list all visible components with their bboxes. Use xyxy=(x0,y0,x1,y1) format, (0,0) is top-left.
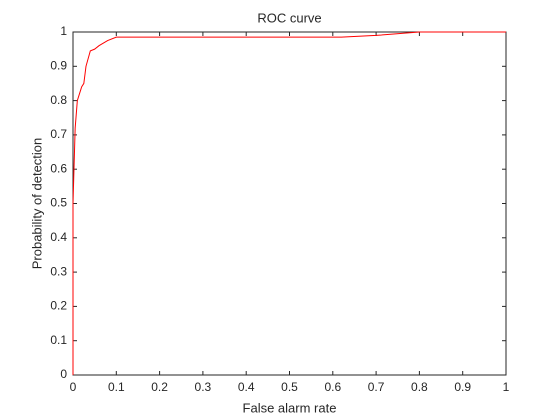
y-tick-label: 0.1 xyxy=(50,333,67,347)
y-tick-label: 0.3 xyxy=(50,264,67,278)
x-axis-label: False alarm rate xyxy=(243,400,337,415)
y-tick-label: 1 xyxy=(60,24,67,38)
roc-line xyxy=(72,31,506,375)
x-tick-label: 0.5 xyxy=(281,380,298,394)
axes-box xyxy=(72,31,507,376)
x-tick-label: 0.8 xyxy=(411,380,428,394)
x-tick-label: 1 xyxy=(503,380,510,394)
x-tick-label: 0.1 xyxy=(108,380,125,394)
x-tick-label: 0.4 xyxy=(238,380,255,394)
x-tick-label: 0.7 xyxy=(368,380,385,394)
y-tick-label: 0.8 xyxy=(50,93,67,107)
y-tick-label: 0.2 xyxy=(50,299,67,313)
y-tick-label: 0.9 xyxy=(50,58,67,72)
y-tick-label: 0.4 xyxy=(50,230,67,244)
x-tick-label: 0.2 xyxy=(151,380,168,394)
y-axis-label: Probability of detection xyxy=(29,138,44,270)
y-tick-label: 0.7 xyxy=(50,127,67,141)
x-tick-label: 0.6 xyxy=(324,380,341,394)
x-tick-label: 0.9 xyxy=(454,380,471,394)
y-tick-label: 0 xyxy=(60,367,67,381)
x-tick-label: 0 xyxy=(70,380,77,394)
y-tick-label: 0.5 xyxy=(50,196,67,210)
x-tick-label: 0.3 xyxy=(195,380,212,394)
y-tick-label: 0.6 xyxy=(50,161,67,175)
chart-title: ROC curve xyxy=(257,10,321,25)
